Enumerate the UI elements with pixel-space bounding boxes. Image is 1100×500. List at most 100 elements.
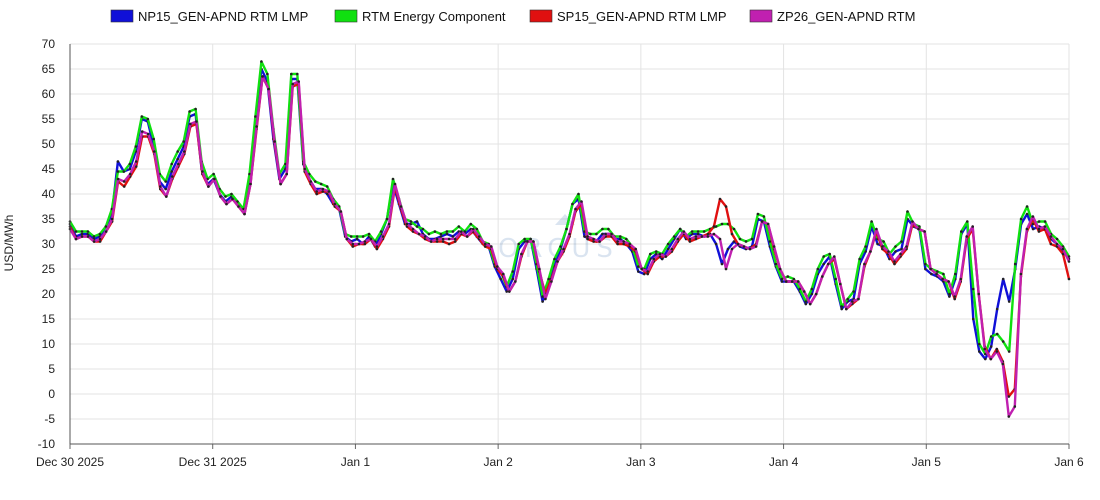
data-point — [176, 157, 179, 161]
data-point — [505, 290, 509, 293]
data-point — [595, 232, 598, 236]
data-point — [948, 292, 951, 296]
data-point — [748, 247, 752, 251]
data-point — [122, 170, 126, 173]
data-point — [381, 235, 385, 238]
data-point — [720, 222, 724, 226]
data-point — [816, 267, 820, 271]
data-point — [128, 172, 132, 176]
data-point — [80, 232, 84, 236]
data-point — [284, 162, 287, 166]
data-point — [953, 295, 956, 298]
legend-swatch — [334, 9, 358, 23]
data-point — [321, 190, 325, 193]
data-point — [171, 175, 174, 178]
data-point — [439, 232, 443, 236]
y-tick-label: 15 — [42, 312, 56, 326]
data-point — [622, 240, 625, 243]
data-point — [840, 307, 843, 311]
data-point — [696, 230, 700, 233]
x-tick-label: Jan 4 — [769, 455, 799, 469]
data-point — [1043, 220, 1047, 223]
data-point — [1019, 272, 1023, 276]
data-point — [840, 305, 843, 308]
data-point — [116, 177, 120, 181]
data-point — [315, 192, 319, 196]
data-point — [189, 122, 192, 126]
data-point — [929, 267, 932, 271]
data-point — [978, 342, 981, 346]
data-point — [325, 192, 329, 196]
y-tick-label: 40 — [42, 187, 56, 201]
data-point — [170, 170, 173, 173]
data-point — [726, 247, 730, 251]
y-tick-label: 20 — [42, 287, 56, 301]
data-point — [972, 317, 975, 321]
legend-item[interactable]: RTM Energy Component — [334, 9, 506, 24]
data-point — [947, 280, 950, 283]
x-tick-label: Jan 2 — [483, 455, 513, 469]
data-point — [453, 237, 457, 241]
data-point — [924, 267, 927, 271]
data-point — [930, 272, 933, 276]
data-point — [248, 172, 251, 176]
data-point — [720, 262, 724, 266]
data-point — [778, 267, 782, 271]
data-point — [619, 235, 622, 238]
data-point — [628, 242, 631, 246]
data-point — [314, 180, 317, 183]
data-point — [601, 232, 604, 236]
data-point — [750, 237, 754, 241]
data-point — [700, 235, 704, 238]
data-point — [768, 240, 772, 243]
data-point — [511, 270, 514, 273]
data-point — [207, 185, 210, 188]
data-point — [379, 230, 383, 233]
data-point — [1055, 242, 1059, 246]
data-point — [128, 167, 132, 171]
data-point — [74, 230, 78, 233]
chart-legend[interactable]: NP15_GEN-APND RTM LMP RTM Energy Componen… — [110, 9, 915, 24]
data-point — [935, 272, 938, 276]
data-point — [887, 250, 890, 253]
data-point — [273, 140, 276, 143]
data-point — [291, 82, 295, 86]
data-point — [702, 230, 706, 233]
y-tick-label: 35 — [42, 212, 56, 226]
data-point — [568, 232, 571, 236]
legend-swatch — [110, 9, 134, 23]
data-point — [433, 230, 437, 233]
data-point — [427, 232, 431, 236]
legend-item[interactable]: ZP26_GEN-APND RTM — [749, 9, 915, 24]
data-point — [652, 257, 656, 261]
data-point — [188, 110, 191, 113]
data-point — [249, 182, 252, 186]
data-point — [325, 185, 329, 188]
y-tick-label: 55 — [42, 112, 56, 126]
data-point — [176, 150, 179, 153]
data-point — [170, 162, 173, 166]
data-point — [153, 150, 156, 153]
data-point — [1007, 300, 1011, 303]
data-point — [1025, 227, 1029, 231]
x-tick-label: Dec 30 2025 — [36, 455, 104, 469]
data-point — [730, 247, 734, 251]
data-point — [267, 87, 270, 91]
data-point — [477, 235, 481, 238]
data-point — [236, 200, 239, 203]
data-point — [1049, 242, 1053, 246]
data-point — [672, 235, 676, 238]
chart-axes: -10 -5 0 5 10 15 20 25 30 35 40 45 50 55 60 65 70 Dec 30 … — [36, 37, 1084, 469]
data-point — [1013, 262, 1017, 266]
data-point — [977, 292, 980, 296]
data-point — [678, 227, 682, 231]
legend-item[interactable]: SP15_GEN-APND RTM LMP — [529, 9, 727, 24]
data-point — [237, 205, 240, 208]
data-point — [511, 277, 514, 281]
data-point — [589, 232, 592, 236]
data-point — [349, 235, 353, 238]
data-point — [972, 287, 975, 291]
legend-item[interactable]: NP15_GEN-APND RTM LMP — [110, 9, 308, 24]
data-point — [864, 250, 867, 253]
data-point — [736, 242, 740, 246]
